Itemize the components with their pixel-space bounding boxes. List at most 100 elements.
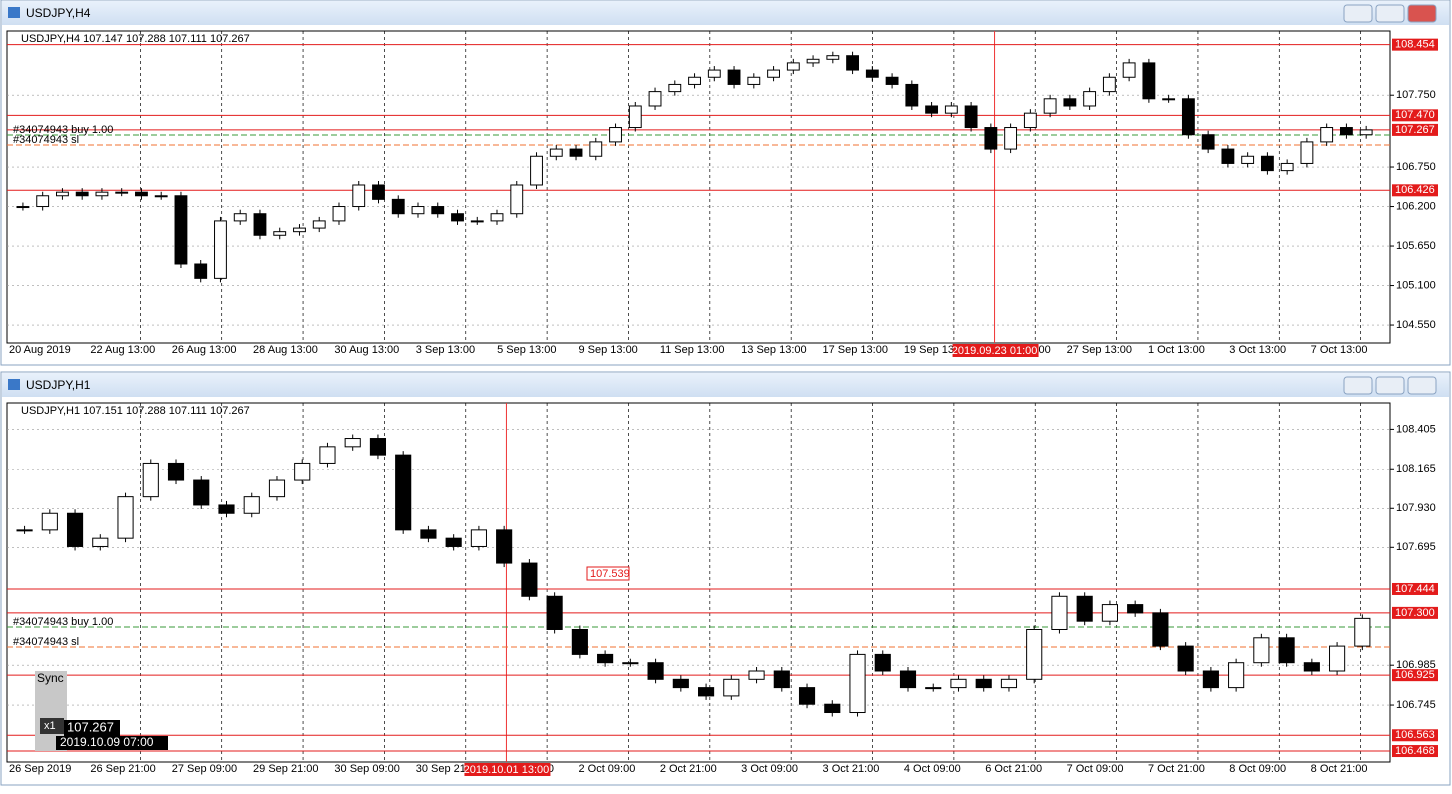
close-button[interactable] xyxy=(1407,376,1437,395)
candle xyxy=(748,670,765,680)
candle xyxy=(95,191,109,197)
x-tick-label: 22 Aug 13:00 xyxy=(90,344,155,356)
candle xyxy=(597,653,614,664)
candle xyxy=(668,83,682,93)
candle xyxy=(1181,98,1195,136)
level-label: 106.563 xyxy=(1395,729,1435,741)
x-tick-label: 11 Sep 13:00 xyxy=(660,344,725,356)
candle xyxy=(647,662,664,680)
candle xyxy=(490,213,504,222)
x-tick-label: 4 Oct 09:00 xyxy=(904,763,961,775)
window-title: USDJPY,H4 xyxy=(26,6,91,20)
candle xyxy=(312,220,326,229)
candle xyxy=(154,195,168,198)
candle xyxy=(1142,62,1156,100)
candle xyxy=(243,496,260,514)
candle xyxy=(1241,155,1255,164)
candle xyxy=(723,678,740,697)
candle xyxy=(56,191,69,197)
candle xyxy=(372,184,385,200)
candle xyxy=(268,479,286,498)
x-tick-label: 26 Aug 13:00 xyxy=(172,344,237,356)
candle xyxy=(36,195,50,208)
x-tick-label: 2 Oct 21:00 xyxy=(660,763,717,775)
x-tick-label: 28 Aug 13:00 xyxy=(253,344,318,356)
order-label: #34074943 buy 1.00 xyxy=(13,124,113,136)
candle xyxy=(672,678,689,689)
candle xyxy=(1051,595,1068,630)
x-tick-label: 8 Oct 09:00 xyxy=(1229,763,1286,775)
candle xyxy=(648,91,662,107)
candle xyxy=(1162,98,1176,101)
speed-box[interactable] xyxy=(40,718,64,734)
candle xyxy=(1278,637,1295,664)
candle xyxy=(571,628,588,655)
candle xyxy=(273,231,287,236)
minimize-button[interactable] xyxy=(1343,4,1373,23)
candle xyxy=(66,512,84,547)
x-tick-label: 7 Oct 13:00 xyxy=(1311,344,1368,356)
cursor-time-box xyxy=(464,763,551,776)
x-tick-label: 9 Sep 13:00 xyxy=(578,344,637,356)
speed-label: x1 xyxy=(44,720,56,732)
close-button[interactable] xyxy=(1407,4,1437,23)
y-tick-label: 108.165 xyxy=(1396,463,1436,475)
candle xyxy=(1152,612,1169,647)
title-bar xyxy=(2,373,1449,397)
candle xyxy=(253,213,267,236)
candle xyxy=(470,220,484,223)
y-tick-label: 106.985 xyxy=(1396,659,1436,671)
candle xyxy=(874,653,891,672)
candle xyxy=(727,69,741,85)
candle xyxy=(1354,617,1371,647)
minimize-button[interactable] xyxy=(1343,376,1373,395)
cursor-time: 2019.10.01 13:00 xyxy=(464,764,550,776)
y-tick-label: 106.200 xyxy=(1396,200,1436,212)
level-box xyxy=(1392,582,1438,595)
candle xyxy=(1043,98,1057,114)
y-tick-label: 108.405 xyxy=(1396,423,1436,435)
y-tick-label: 104.550 xyxy=(1396,319,1436,331)
x-tick-label: 17 Sep 13:00 xyxy=(823,344,888,356)
candle xyxy=(786,62,800,71)
candle xyxy=(798,687,816,705)
x-tick-label: 7 Oct 09:00 xyxy=(1067,763,1124,775)
level-box xyxy=(1392,123,1438,136)
candle xyxy=(194,263,208,279)
x-tick-label: 27 Sep 13:00 xyxy=(1067,344,1132,356)
candle xyxy=(41,512,58,531)
x-tick-label: 13 Sep 13:00 xyxy=(741,344,806,356)
time-box xyxy=(56,736,168,750)
x-tick-label: 5 Sep 13:00 xyxy=(497,344,556,356)
level-label: 106.468 xyxy=(1395,745,1435,757)
candle xyxy=(944,105,958,114)
y-tick-label: 107.695 xyxy=(1396,541,1436,553)
maximize-button[interactable] xyxy=(1375,4,1405,23)
x-tick-label: 26 Sep 21:00 xyxy=(90,763,155,775)
candle xyxy=(115,191,129,194)
candle xyxy=(1329,645,1346,672)
candle xyxy=(984,127,998,150)
sync-price: 107.267 xyxy=(67,719,114,734)
candle xyxy=(1101,604,1118,622)
level-box xyxy=(1392,745,1438,758)
x-tick-label: 30 Sep 09:00 xyxy=(334,763,399,775)
x-tick-label: 3 Oct 21:00 xyxy=(823,763,880,775)
candle xyxy=(1083,91,1097,107)
cursor-time: 2019.09.23 01:00 xyxy=(952,345,1038,357)
candle xyxy=(16,206,30,209)
note-box xyxy=(586,566,630,581)
candle xyxy=(344,438,361,448)
candle xyxy=(950,678,967,689)
sync-time: 2019.10.09 07:00 xyxy=(60,735,154,749)
candle xyxy=(1026,628,1043,680)
sync-label: Sync xyxy=(37,671,64,685)
x-tick-label: 1 Oct 13:00 xyxy=(1148,344,1205,356)
level-box xyxy=(1392,38,1438,51)
candle xyxy=(1177,645,1194,672)
maximize-button[interactable] xyxy=(1375,376,1405,395)
level-box xyxy=(1392,109,1438,122)
candle xyxy=(1122,62,1136,78)
candle xyxy=(1320,127,1334,143)
candle xyxy=(391,198,405,215)
